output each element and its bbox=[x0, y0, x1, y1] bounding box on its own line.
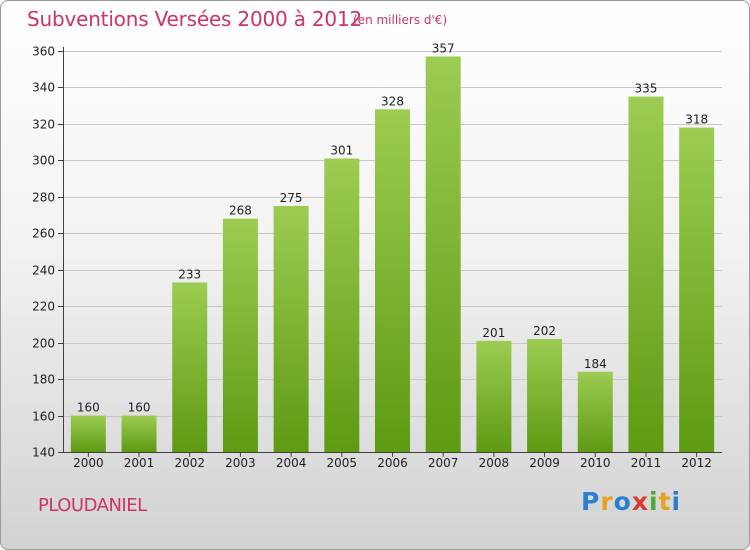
y-tick-label: 220 bbox=[32, 300, 55, 314]
bar-2010 bbox=[577, 371, 613, 452]
data-label: 335 bbox=[635, 82, 658, 96]
data-label: 275 bbox=[280, 191, 303, 205]
bar-2011 bbox=[628, 96, 664, 453]
y-tick-label: 320 bbox=[32, 118, 55, 132]
x-tick-label: 2004 bbox=[276, 456, 307, 470]
chart-title: Subventions Versées 2000 à 2012 bbox=[27, 7, 363, 31]
y-tick-label: 260 bbox=[32, 227, 55, 241]
bar-2009 bbox=[527, 338, 563, 452]
bar-2005 bbox=[324, 158, 360, 453]
bar-2000 bbox=[70, 415, 106, 452]
logo-letter: r bbox=[600, 487, 614, 516]
axes: 140 160 180 200 220 240 260 280 300 320 340 360 2000… bbox=[32, 45, 722, 470]
logo-letter: o bbox=[613, 487, 632, 516]
bar-2001 bbox=[121, 415, 157, 452]
bar-2012 bbox=[679, 127, 715, 453]
x-tick-label: 2006 bbox=[377, 456, 408, 470]
x-tick-label: 2000 bbox=[73, 456, 104, 470]
place-name: PLOUDANIEL bbox=[38, 495, 147, 516]
bar-2003 bbox=[222, 218, 258, 452]
data-label: 233 bbox=[178, 267, 201, 281]
y-tick-label: 340 bbox=[32, 81, 55, 95]
y-tick-label: 240 bbox=[32, 264, 55, 278]
bar-2008 bbox=[476, 340, 512, 452]
x-tick-label: 2003 bbox=[225, 456, 256, 470]
data-label: 201 bbox=[482, 326, 505, 340]
data-label: 160 bbox=[77, 401, 100, 415]
data-label: 268 bbox=[229, 204, 252, 218]
proxiti-logo[interactable]: Proxiti bbox=[581, 487, 681, 516]
bar-2002 bbox=[172, 282, 208, 452]
logo-letter: x bbox=[631, 487, 649, 516]
data-label: 318 bbox=[685, 113, 708, 127]
data-label: 202 bbox=[533, 324, 556, 338]
data-label: 301 bbox=[330, 144, 353, 158]
x-tick-label: 2011 bbox=[631, 456, 662, 470]
logo-letter: i bbox=[649, 487, 659, 516]
data-label: 160 bbox=[128, 401, 151, 415]
data-label: 184 bbox=[584, 357, 607, 371]
y-tick-label: 300 bbox=[32, 154, 55, 168]
y-tick-label: 280 bbox=[32, 191, 55, 205]
bars: 160 160 233 268 275 301 328 357 201 202 184 335 318 bbox=[70, 41, 715, 453]
x-tick-label: 2008 bbox=[479, 456, 510, 470]
y-tick-label: 200 bbox=[32, 337, 55, 351]
x-tick-label: 2009 bbox=[529, 456, 560, 470]
bar-2004 bbox=[273, 205, 309, 452]
x-tick-label: 2010 bbox=[580, 456, 611, 470]
y-tick-label: 360 bbox=[32, 45, 55, 59]
logo-letter: t bbox=[658, 487, 672, 516]
x-tick-label: 2012 bbox=[681, 456, 712, 470]
chart-subtitle: (en milliers d'€) bbox=[353, 13, 448, 27]
y-tick-label: 180 bbox=[32, 373, 55, 387]
logo-letter: P bbox=[581, 487, 601, 516]
x-tick-label: 2007 bbox=[428, 456, 459, 470]
y-tick-label: 160 bbox=[32, 410, 55, 424]
bar-2007 bbox=[425, 56, 461, 453]
x-tick-label: 2001 bbox=[124, 456, 155, 470]
logo-letter: i bbox=[671, 487, 682, 516]
x-tick-label: 2005 bbox=[327, 456, 358, 470]
data-label: 328 bbox=[381, 94, 404, 108]
y-tick-label: 140 bbox=[32, 446, 55, 460]
x-tick-label: 2002 bbox=[174, 456, 205, 470]
data-label: 357 bbox=[432, 41, 455, 55]
bar-2006 bbox=[375, 109, 410, 452]
